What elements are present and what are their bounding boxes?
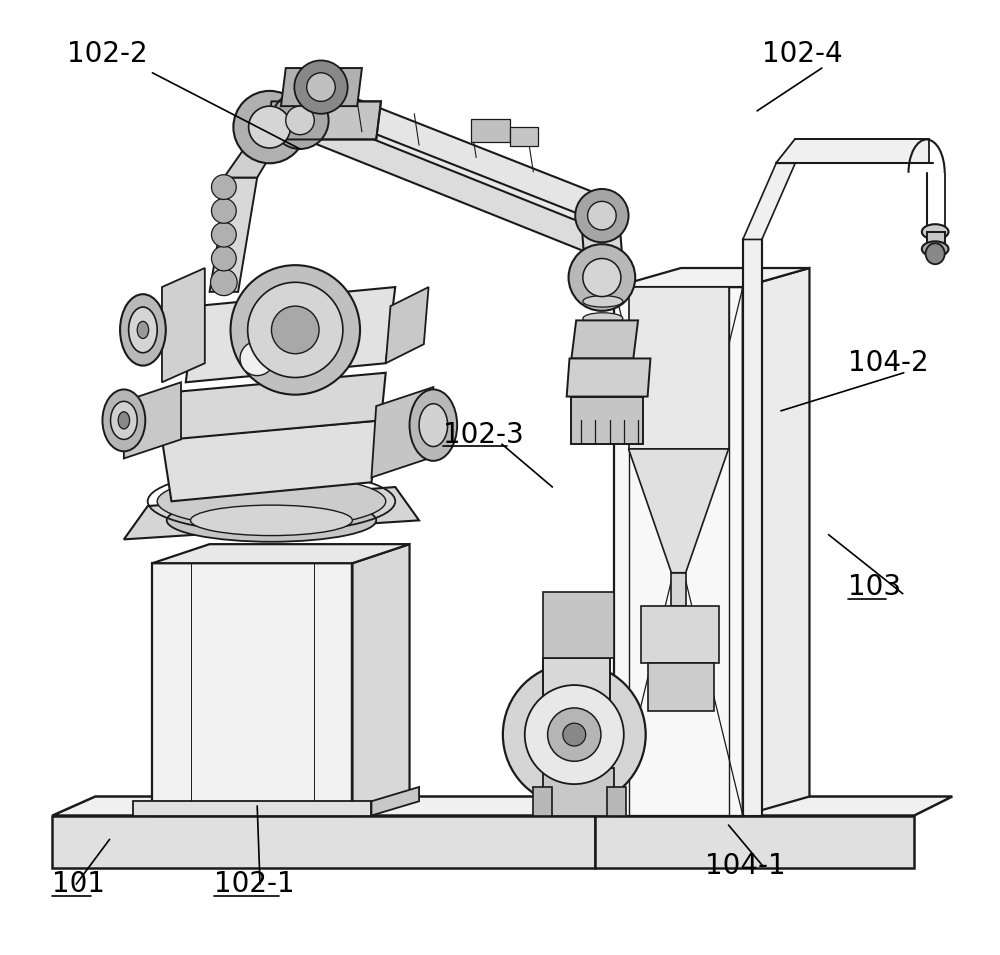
Circle shape [588,202,616,230]
Circle shape [575,189,629,243]
Text: 102-1: 102-1 [214,870,295,898]
Ellipse shape [157,476,386,527]
Text: 102-4: 102-4 [762,40,842,68]
Circle shape [240,341,274,375]
Circle shape [503,663,646,806]
Text: 102-2: 102-2 [67,40,147,68]
Polygon shape [927,232,945,249]
Bar [510,127,538,146]
Polygon shape [567,358,650,396]
Circle shape [231,265,360,394]
Polygon shape [224,130,286,178]
Circle shape [249,106,291,148]
Polygon shape [386,287,429,363]
Polygon shape [571,396,643,444]
Polygon shape [281,68,362,106]
Polygon shape [267,101,381,139]
Polygon shape [543,768,614,816]
Ellipse shape [583,347,623,358]
Circle shape [525,685,624,784]
Ellipse shape [583,329,623,341]
Polygon shape [743,240,762,816]
Circle shape [211,175,236,200]
Polygon shape [776,139,928,163]
Polygon shape [533,787,552,816]
Polygon shape [186,287,395,382]
Circle shape [569,244,635,311]
Polygon shape [546,730,612,768]
Ellipse shape [922,242,948,257]
Polygon shape [648,663,714,711]
Polygon shape [581,216,624,278]
Ellipse shape [111,401,137,439]
Text: 101: 101 [52,870,105,898]
Ellipse shape [583,313,623,324]
Polygon shape [641,606,719,663]
Polygon shape [543,592,614,658]
Ellipse shape [167,499,376,541]
Circle shape [233,91,306,163]
Circle shape [271,307,319,353]
Polygon shape [171,372,386,439]
Polygon shape [595,796,952,816]
Text: 104-2: 104-2 [848,350,928,377]
Polygon shape [743,268,809,816]
Polygon shape [210,178,257,292]
Polygon shape [152,544,410,563]
Circle shape [211,199,236,223]
Circle shape [307,73,335,101]
Circle shape [563,723,586,746]
Polygon shape [629,449,729,573]
Ellipse shape [922,224,948,240]
Ellipse shape [191,505,352,536]
Circle shape [211,246,236,271]
Ellipse shape [129,308,157,352]
Ellipse shape [102,390,145,452]
Polygon shape [305,82,605,254]
Polygon shape [162,268,205,382]
Polygon shape [595,816,914,868]
Ellipse shape [583,296,623,308]
Circle shape [294,60,348,114]
Circle shape [548,708,601,761]
Polygon shape [614,287,743,816]
Ellipse shape [926,244,945,265]
Polygon shape [52,816,595,868]
Polygon shape [371,387,433,478]
Polygon shape [124,487,419,540]
Polygon shape [133,801,371,816]
Ellipse shape [120,294,166,366]
Circle shape [248,283,343,377]
Polygon shape [52,796,638,816]
Polygon shape [152,563,352,816]
Text: 102-3: 102-3 [443,420,524,449]
Circle shape [211,223,236,247]
Ellipse shape [410,390,457,461]
Text: 103: 103 [848,573,901,601]
Circle shape [286,106,314,135]
Text: 104-1: 104-1 [705,852,785,880]
Polygon shape [614,268,809,287]
Polygon shape [305,82,605,221]
Polygon shape [607,787,626,816]
Polygon shape [162,420,381,501]
Polygon shape [543,658,610,734]
Circle shape [271,92,329,149]
Polygon shape [571,320,638,358]
Polygon shape [352,544,410,816]
Polygon shape [371,787,419,816]
Bar [471,118,510,142]
Polygon shape [124,382,181,458]
Polygon shape [629,287,729,449]
Polygon shape [743,163,795,240]
Circle shape [583,259,621,297]
Polygon shape [671,573,686,606]
Polygon shape [305,116,600,254]
Ellipse shape [118,412,130,429]
Circle shape [211,269,237,296]
Ellipse shape [137,321,149,338]
Ellipse shape [419,404,448,447]
